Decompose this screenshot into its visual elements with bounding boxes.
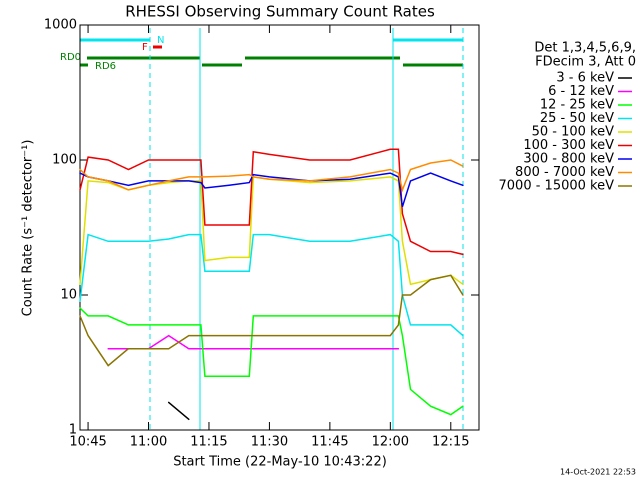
legend-label: 12 - 25 keV [540,98,614,113]
legend-label: 100 - 300 keV [523,138,614,153]
x-tick-label: 11:15 [190,435,227,450]
series-line [79,233,464,337]
series-line [167,401,190,421]
flag-label: RD6 [95,61,116,72]
series-line [79,172,464,208]
series-line [79,307,464,416]
x-tick-label: 12:00 [372,435,409,450]
timestamp: 14-Oct-2021 22:53 [560,468,636,477]
x-axis-label: Start Time (22-May-10 10:43:22) [173,455,387,470]
x-tick-label: 10:45 [69,435,106,450]
flags: RD0 RD6 N F [60,28,464,430]
y-tick-label: 1000 [44,18,77,33]
plot-frame [79,24,480,431]
x-tick-label: 12:15 [432,435,469,450]
y-tick-label: 100 [52,153,77,168]
flag-label: F [142,42,148,53]
legend-label: 800 - 7000 keV [515,165,614,180]
legend-label: 3 - 6 keV [556,71,614,86]
legend-title: Det 1,3,4,5,6,9, [534,41,636,56]
series-line [107,334,400,350]
legend-label: 50 - 100 keV [532,125,615,140]
x-tick-label: 11:30 [251,435,288,450]
x-tick-label: 11:00 [130,435,167,450]
legend-label: 7000 - 15000 keV [499,179,615,194]
y-axis-label: Count Rate (s⁻¹ detector⁻¹) [21,140,36,317]
series-line [79,148,464,256]
y-tick-label: 10 [60,288,77,303]
series-line [79,159,464,193]
y-tick-label: 1 [69,423,77,438]
legend-label: 300 - 800 keV [523,152,614,167]
legend-title: FDecim 3, Att 0 [535,55,636,70]
x-tick-label: 11:45 [311,435,348,450]
legend-label: 6 - 12 keV [548,84,614,99]
legend-label: 25 - 50 keV [540,111,614,126]
flag-label: N [157,35,164,46]
chart-title: RHESSI Observing Summary Count Rates [125,3,435,21]
series-line [79,274,464,367]
flag-label: RD0 [60,52,81,63]
